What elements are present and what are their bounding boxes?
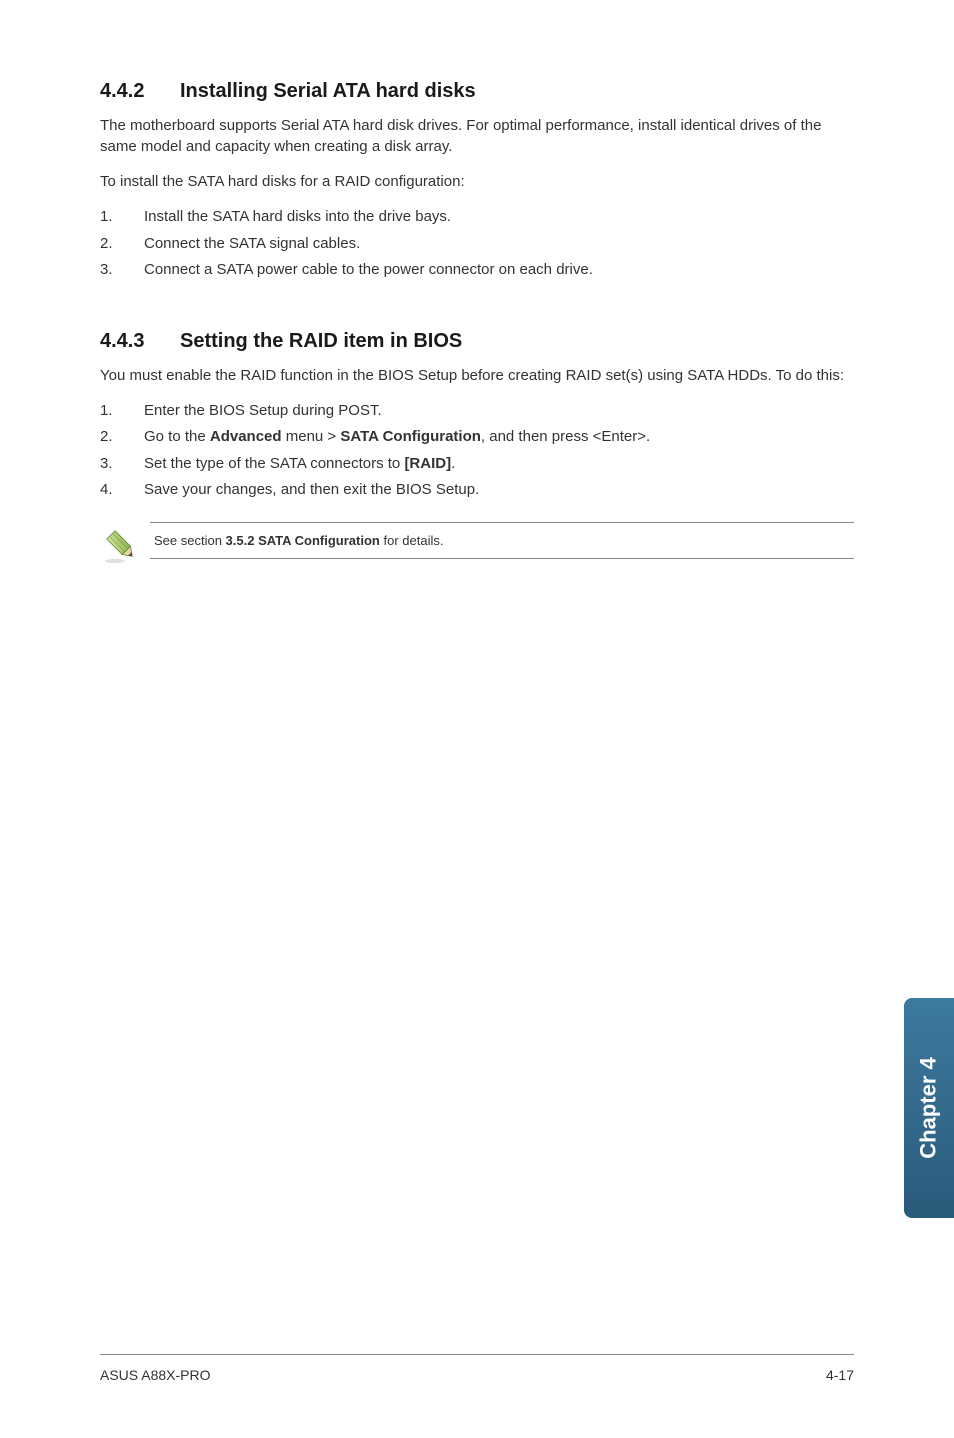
list-text: Connect the SATA signal cables.	[144, 233, 854, 256]
list-text: Save your changes, and then exit the BIO…	[144, 479, 854, 502]
ordered-list: 1. Install the SATA hard disks into the …	[100, 206, 854, 282]
list-number: 2.	[100, 426, 144, 449]
ordered-list: 1. Enter the BIOS Setup during POST. 2. …	[100, 400, 854, 502]
body-paragraph: The motherboard supports Serial ATA hard…	[100, 115, 854, 157]
section-title: Installing Serial ATA hard disks	[180, 80, 476, 103]
list-text: Connect a SATA power cable to the power …	[144, 259, 854, 282]
section-heading: 4.4.3 Setting the RAID item in BIOS	[100, 330, 854, 353]
list-number: 2.	[100, 233, 144, 256]
note-callout: See section 3.5.2 SATA Configuration for…	[100, 522, 854, 571]
section-number: 4.4.3	[100, 330, 180, 353]
page-footer: ASUS A88X-PRO 4-17	[100, 1354, 854, 1383]
chapter-tab-label: Chapter 4	[916, 1057, 942, 1158]
body-paragraph: To install the SATA hard disks for a RAI…	[100, 171, 854, 192]
list-item: 2. Connect the SATA signal cables.	[100, 233, 854, 256]
list-number: 3.	[100, 453, 144, 476]
list-item: 1. Install the SATA hard disks into the …	[100, 206, 854, 229]
footer-left: ASUS A88X-PRO	[100, 1367, 211, 1383]
list-number: 4.	[100, 479, 144, 502]
list-item: 1. Enter the BIOS Setup during POST.	[100, 400, 854, 423]
note-text: See section 3.5.2 SATA Configuration for…	[150, 522, 854, 559]
footer-page-number: 4-17	[826, 1367, 854, 1383]
list-text: Go to the Advanced menu > SATA Configura…	[144, 426, 854, 449]
chapter-tab: Chapter 4	[904, 998, 954, 1218]
pencil-icon	[100, 522, 150, 571]
list-number: 1.	[100, 206, 144, 229]
section-number: 4.4.2	[100, 80, 180, 103]
body-paragraph: You must enable the RAID function in the…	[100, 365, 854, 386]
list-item: 4. Save your changes, and then exit the …	[100, 479, 854, 502]
section-heading: 4.4.2 Installing Serial ATA hard disks	[100, 80, 854, 103]
list-text: Enter the BIOS Setup during POST.	[144, 400, 854, 423]
section-title: Setting the RAID item in BIOS	[180, 330, 462, 353]
list-item: 3. Connect a SATA power cable to the pow…	[100, 259, 854, 282]
list-number: 1.	[100, 400, 144, 423]
list-item: 2. Go to the Advanced menu > SATA Config…	[100, 426, 854, 449]
list-text: Set the type of the SATA connectors to […	[144, 453, 854, 476]
list-text: Install the SATA hard disks into the dri…	[144, 206, 854, 229]
list-number: 3.	[100, 259, 144, 282]
list-item: 3. Set the type of the SATA connectors t…	[100, 453, 854, 476]
